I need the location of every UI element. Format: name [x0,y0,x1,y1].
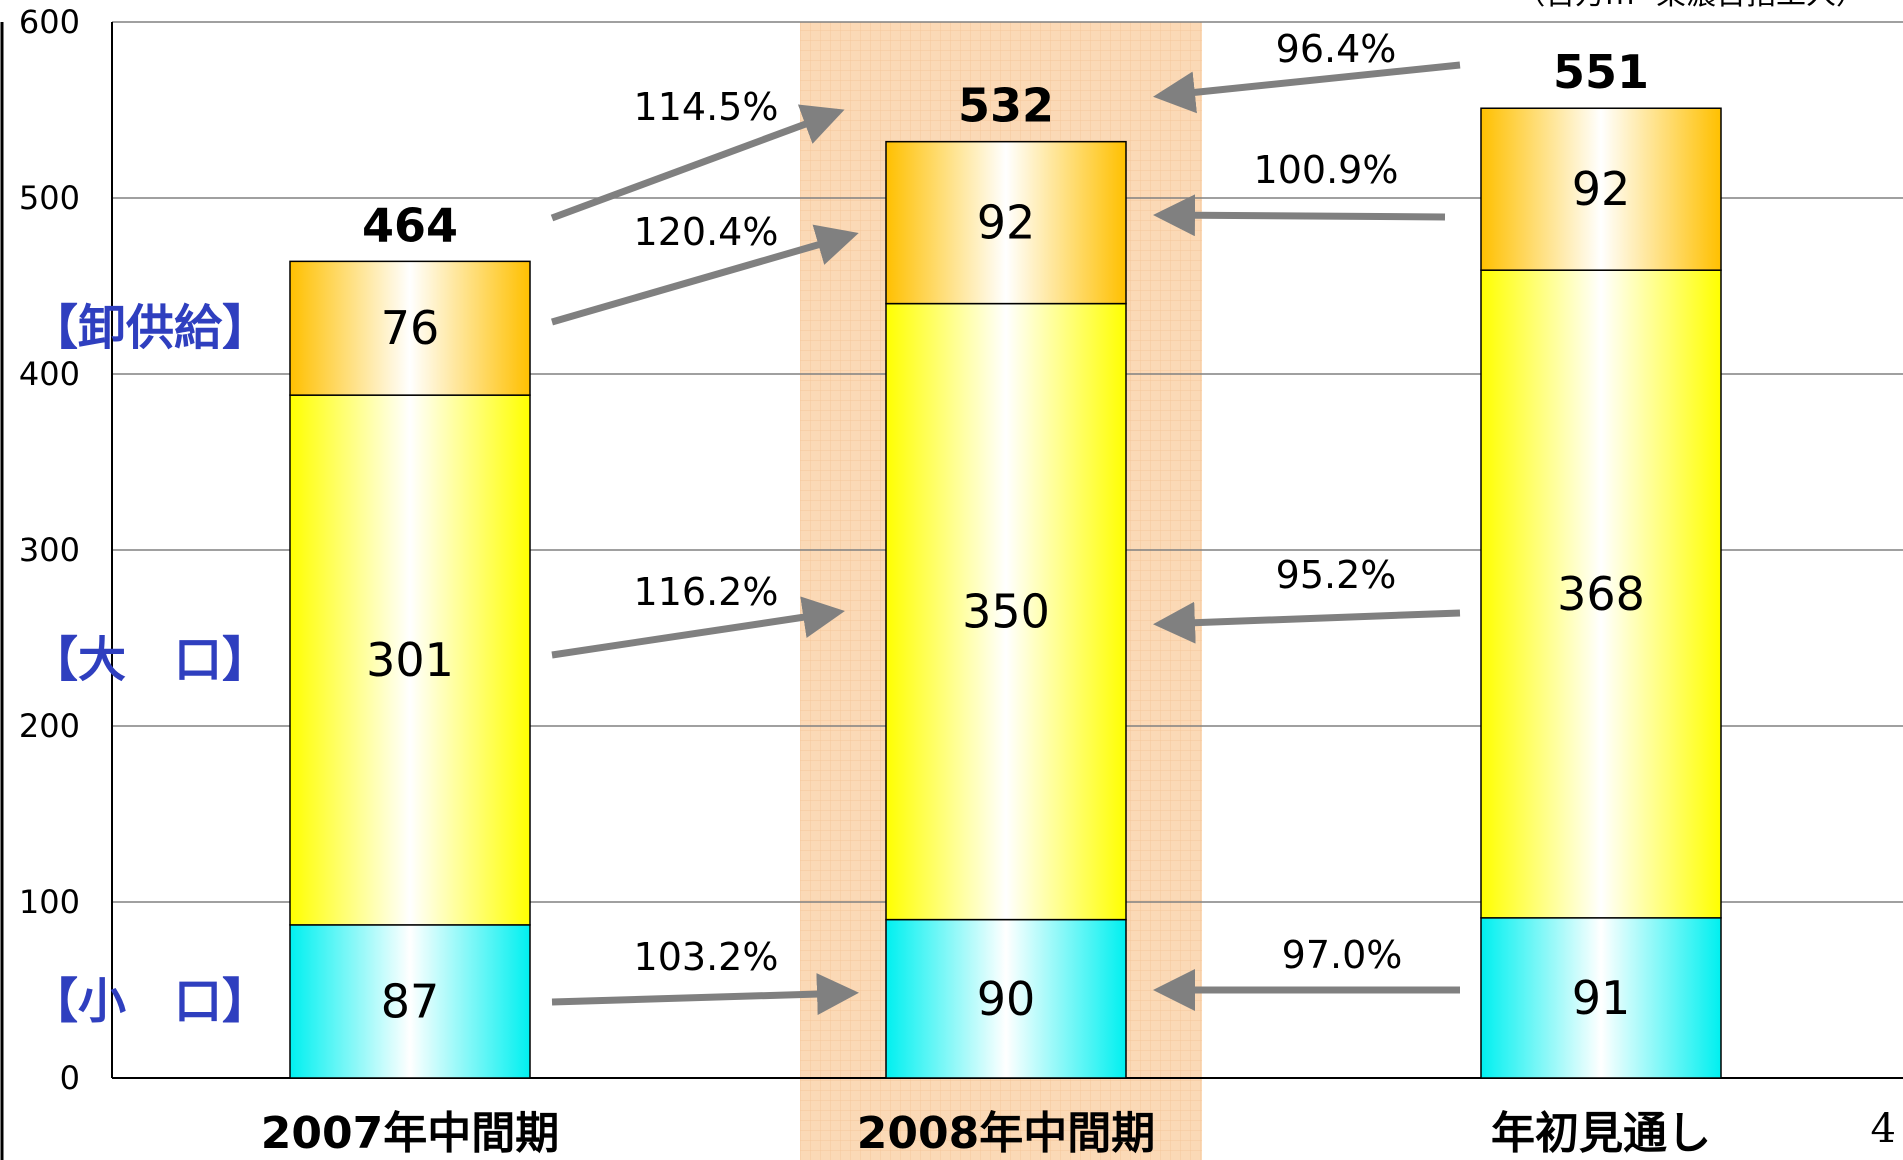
growth-arrow [1153,61,1461,114]
category-label: 2008年中間期 [857,1108,1155,1159]
growth-percent-label: 114.5% [634,85,779,129]
growth-percent-label: 103.2% [634,935,779,979]
y-tick-label: 100 [19,883,80,921]
growth-percent-label: 120.4% [634,210,779,254]
y-tick-label: 600 [19,3,80,41]
page-number: 4 [1871,1106,1896,1152]
growth-percent-label: 100.9% [1254,148,1399,192]
bar-segment [289,924,531,1079]
series-label: 【小 口】 [30,973,270,1029]
segment-value-label: 90 [977,972,1036,1026]
growth-arrow [551,224,859,326]
growth-percent-label: 97.0% [1282,933,1403,977]
growth-arrow [551,973,859,1016]
growth-arrow [550,104,845,222]
y-tick-label: 200 [19,707,80,745]
y-tick-label: 0 [60,1059,80,1097]
segment-value-label: 91 [1572,971,1631,1025]
y-tick-label: 300 [19,531,80,569]
total-label: 551 [1553,45,1649,99]
y-tick-label: 400 [19,355,80,393]
bar-segment [1480,269,1722,919]
series-label: 【大 口】 [30,632,270,688]
growth-percent-label: 95.2% [1276,553,1397,597]
category-label: 2007年中間期 [261,1108,559,1159]
series-label: 【卸供給】 [30,300,270,356]
bar-segment [289,394,531,926]
segment-value-label: 368 [1557,567,1645,621]
bar-segment [885,302,1127,921]
growth-arrow [1153,601,1461,644]
growth-arrow [551,596,845,659]
segment-value-label: 350 [962,585,1050,639]
segment-value-label: 76 [381,301,440,355]
growth-percent-label: 96.4% [1276,27,1397,71]
category-label: 年初見通し [1491,1108,1711,1159]
total-label: 464 [362,198,458,252]
segment-value-label: 92 [977,196,1036,250]
segment-value-label: 92 [1572,162,1631,216]
growth-arrow [1153,194,1446,237]
segment-value-label: 301 [366,633,454,687]
y-tick-label: 500 [19,179,80,217]
bar-segment [1480,917,1722,1079]
segment-value-label: 87 [381,974,440,1028]
total-label: 532 [958,79,1054,133]
bar-segment [885,140,1127,305]
bar-segment [289,260,531,396]
growth-percent-label: 116.2% [634,570,779,614]
bar-segment [1480,107,1722,271]
unit-note: （百万m³ 東濃百指工人） [1515,0,1866,12]
